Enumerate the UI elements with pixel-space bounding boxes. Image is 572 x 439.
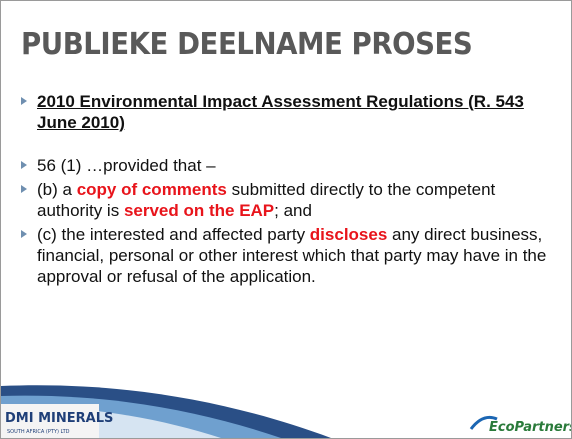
text: submitted directly to the competent auth… bbox=[37, 180, 496, 220]
text: 56 (1) …provided that – bbox=[37, 156, 216, 175]
text: (c) the interested and affected party bbox=[37, 225, 310, 244]
text: 2010 Environmental Impact Assessment Reg… bbox=[37, 92, 524, 132]
bullet: 56 (1) …provided that – bbox=[19, 155, 549, 176]
logo-box bbox=[1, 404, 99, 438]
logo-left: DMI MINERALS bbox=[5, 411, 113, 426]
highlighted-text: served on the EAP bbox=[123, 201, 275, 220]
text: (b) a bbox=[37, 180, 77, 199]
text: ; and bbox=[274, 201, 312, 220]
bullet-list: 2010 Environmental Impact Assessment Reg… bbox=[19, 91, 549, 290]
text: any direct business, financial, personal… bbox=[37, 225, 547, 286]
logo-left-sub: SOUTH AFRICA (PTY) LTD bbox=[7, 429, 70, 435]
bullet: (b) a copy of comments submitted directl… bbox=[19, 179, 549, 221]
logo-right: EcoPartners bbox=[489, 420, 571, 435]
bullet: 2010 Environmental Impact Assessment Reg… bbox=[19, 91, 549, 133]
logo-swirl bbox=[469, 415, 498, 430]
highlighted-text: discloses bbox=[309, 225, 388, 244]
highlighted-text: copy of comments bbox=[76, 180, 227, 199]
slide-title: PUBLIEKE DEELNAME PROSES bbox=[21, 27, 473, 62]
bullet: (c) the interested and affected party di… bbox=[19, 224, 549, 287]
